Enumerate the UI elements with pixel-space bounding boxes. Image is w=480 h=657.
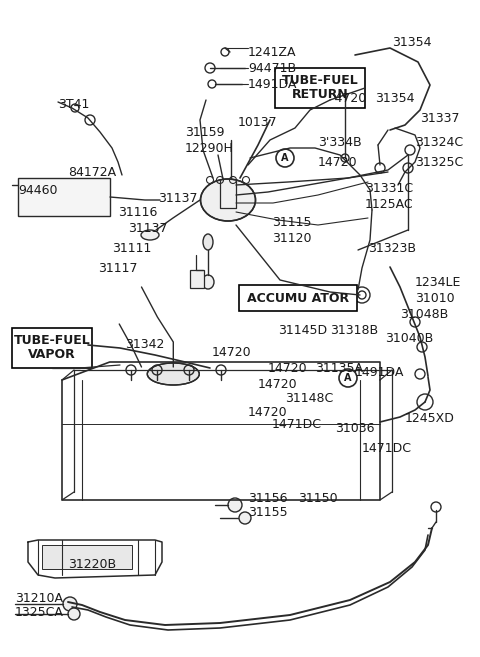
Text: 94471B: 94471B <box>248 62 296 74</box>
Text: TUBE-FUEL: TUBE-FUEL <box>13 334 90 348</box>
Bar <box>275 68 365 108</box>
Text: 31145D: 31145D <box>278 323 327 336</box>
Text: VAPOR: VAPOR <box>28 348 76 361</box>
Text: 31148C: 31148C <box>285 392 333 405</box>
Circle shape <box>63 597 77 611</box>
Text: 31010: 31010 <box>415 292 455 304</box>
Text: 1234LE: 1234LE <box>415 275 461 288</box>
Text: 12290H: 12290H <box>185 141 234 154</box>
Text: 31135A: 31135A <box>315 361 363 374</box>
Text: 31210A: 31210A <box>15 591 63 604</box>
Bar <box>239 285 357 311</box>
Text: 31137: 31137 <box>128 221 168 235</box>
Text: 31150: 31150 <box>298 491 337 505</box>
Text: 31331C: 31331C <box>365 181 413 194</box>
Text: 14720: 14720 <box>248 405 288 419</box>
Text: 31115: 31115 <box>272 215 312 229</box>
Text: A: A <box>344 373 352 383</box>
Text: '4720: '4720 <box>332 91 367 104</box>
Text: 14720: 14720 <box>212 346 252 359</box>
Bar <box>42 545 132 569</box>
Text: 94460: 94460 <box>18 183 58 196</box>
Ellipse shape <box>141 230 159 240</box>
Text: ACCUMU ATOR: ACCUMU ATOR <box>247 292 349 304</box>
Text: 31116: 31116 <box>118 206 157 219</box>
Text: 14720: 14720 <box>258 378 298 392</box>
Circle shape <box>228 498 242 512</box>
Text: 3'334B: 3'334B <box>318 137 361 150</box>
Text: 31337: 31337 <box>420 112 459 124</box>
Bar <box>190 270 204 288</box>
Text: 3T41: 3T41 <box>58 99 89 112</box>
Text: 31324C: 31324C <box>415 137 463 150</box>
Text: 1491DA: 1491DA <box>355 365 404 378</box>
Text: 31354: 31354 <box>375 91 415 104</box>
Text: 31155: 31155 <box>248 505 288 518</box>
Text: 31354: 31354 <box>392 35 432 49</box>
Circle shape <box>68 608 80 620</box>
Text: 1491DA: 1491DA <box>248 78 298 91</box>
Ellipse shape <box>203 234 213 250</box>
Text: 31137: 31137 <box>158 191 197 204</box>
Text: 31036: 31036 <box>335 422 374 434</box>
Bar <box>18 178 110 216</box>
Text: 31117: 31117 <box>98 261 137 275</box>
Text: 14720: 14720 <box>318 156 358 168</box>
Ellipse shape <box>201 179 255 221</box>
Text: 31040B: 31040B <box>385 332 433 344</box>
Text: 31220B: 31220B <box>68 558 116 572</box>
Text: 31111: 31111 <box>112 242 151 254</box>
Text: A: A <box>281 153 289 163</box>
Text: 10137: 10137 <box>238 116 277 129</box>
Bar <box>12 328 92 368</box>
Ellipse shape <box>202 275 214 289</box>
Text: 31120: 31120 <box>272 231 312 244</box>
Circle shape <box>239 512 251 524</box>
Text: 31156: 31156 <box>248 491 288 505</box>
Text: TUBE-FUEL: TUBE-FUEL <box>282 74 359 87</box>
Text: 1471DC: 1471DC <box>362 442 412 455</box>
Text: 1325CA: 1325CA <box>15 606 64 618</box>
Text: 31159: 31159 <box>185 127 225 139</box>
Text: 84172A: 84172A <box>68 166 116 179</box>
Text: 1471DC: 1471DC <box>272 419 322 432</box>
Text: RETURN: RETURN <box>292 89 348 101</box>
Text: 31323B: 31323B <box>368 242 416 254</box>
Ellipse shape <box>147 363 199 385</box>
Text: 1241ZA: 1241ZA <box>248 45 297 58</box>
Text: 31318B: 31318B <box>330 323 378 336</box>
Text: 31048B: 31048B <box>400 309 448 321</box>
Text: 1125AC: 1125AC <box>365 198 414 212</box>
Text: 31325C: 31325C <box>415 156 463 168</box>
Text: 1245XD: 1245XD <box>405 411 455 424</box>
Text: 14720: 14720 <box>268 361 308 374</box>
Text: 31342: 31342 <box>125 338 164 351</box>
